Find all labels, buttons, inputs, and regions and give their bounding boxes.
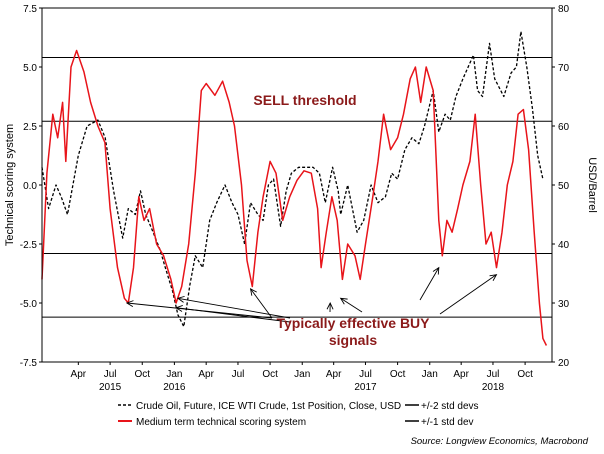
x-tick-label-month: Jan (294, 369, 310, 380)
x-tick-label-year: 2015 (99, 382, 122, 393)
left-axis-label: Technical scoring system (4, 124, 16, 246)
x-tick-label-month: Jul (104, 369, 117, 380)
right-tick-label: 80 (558, 4, 570, 15)
left-axis-ticks: 7.5 5.0 2.5 0.0 -2.5 -5.0 -7.5 (20, 4, 42, 369)
x-tick-label-year: 2018 (482, 382, 505, 393)
x-tick-label-year: 2016 (163, 382, 186, 393)
buy-signal-arrow (439, 274, 497, 315)
x-tick-label-month: Jan (422, 369, 438, 380)
x-tick-label-month: Oct (390, 369, 406, 380)
right-tick-label: 30 (558, 299, 570, 310)
x-tick-label-month: Oct (517, 369, 533, 380)
buy-signal-arrow (176, 307, 291, 323)
series-crude-oil-line (41, 30, 544, 328)
left-tick-label: 7.5 (23, 4, 37, 15)
right-tick-label: 60 (558, 122, 570, 133)
buy-signals-annotation-line2: signals (329, 332, 377, 348)
x-tick-label-month: Oct (262, 369, 278, 380)
source-note: Source: Longview Economics, Macrobond (411, 436, 589, 447)
right-tick-label: 20 (558, 358, 570, 369)
left-tick-label: -7.5 (20, 358, 38, 369)
right-axis-ticks: 80 70 60 50 40 30 20 (552, 4, 570, 369)
left-tick-label: 5.0 (23, 63, 37, 74)
buy-signal-arrowhead (249, 288, 257, 296)
x-tick-label-month: Jul (232, 369, 245, 380)
buy-signal-arrow (419, 267, 440, 301)
x-tick-label-month: Jan (166, 369, 182, 380)
x-tick-label-month: Jul (359, 369, 372, 380)
buy-signals-annotation-line1: Typically effective BUY (276, 315, 430, 331)
buy-signal-arrowhead (326, 301, 334, 310)
left-tick-label: -5.0 (20, 299, 38, 310)
buy-signal-arrows (125, 266, 498, 323)
x-tick-label-year: 2017 (354, 382, 377, 393)
x-tick-label-month: Apr (71, 369, 87, 380)
right-tick-label: 40 (558, 240, 570, 251)
x-tick-label-month: Apr (326, 369, 342, 380)
buy-signal-arrowhead (432, 266, 440, 275)
legend: Crude Oil, Future, ICE WTI Crude, 1st Po… (118, 401, 479, 428)
buy-signal-arrowhead (125, 300, 134, 308)
series-technical-score-line (41, 49, 548, 346)
right-tick-label: 70 (558, 63, 570, 74)
left-tick-label: 0.0 (23, 181, 37, 192)
x-tick-label-month: Apr (453, 369, 469, 380)
buy-signal-arrow (340, 297, 363, 313)
left-tick-label: -2.5 (20, 240, 38, 251)
series-layer (41, 30, 548, 346)
x-axis-ticks: Apr Jul Oct Jan Apr Jul Oct Jan Apr Jul Oct Jan Apr J… (71, 362, 533, 393)
legend-label-score: Medium term technical scoring system (136, 417, 306, 428)
sell-threshold-annotation: SELL threshold (253, 92, 356, 108)
right-axis-label: USD/Barrel (586, 157, 598, 213)
x-tick-label-month: Jul (487, 369, 500, 380)
buy-signal-arrowhead (175, 305, 183, 312)
buy-signal-arrow (177, 297, 291, 319)
x-tick-label-month: Apr (198, 369, 214, 380)
legend-label-1std: +/-1 std dev (421, 417, 474, 428)
reference-lines (42, 57, 552, 318)
legend-label-crude: Crude Oil, Future, ICE WTI Crude, 1st Po… (136, 401, 401, 412)
buy-signal-arrowhead (489, 274, 498, 282)
x-tick-label-month: Oct (134, 369, 150, 380)
legend-label-2std: +/-2 std devs (421, 401, 479, 412)
buy-signal-arrow (250, 288, 273, 319)
right-tick-label: 50 (558, 181, 570, 192)
buy-signal-arrowhead (339, 297, 348, 305)
buy-signal-arrowhead (176, 295, 185, 303)
left-tick-label: 2.5 (23, 122, 37, 133)
